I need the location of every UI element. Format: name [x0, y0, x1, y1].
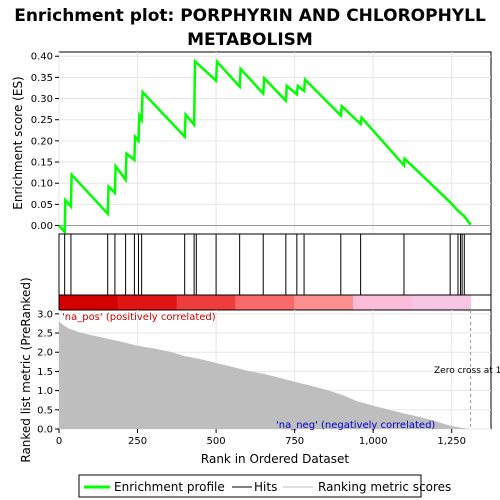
chart-legend: Enrichment profile Hits Ranking metric s…	[78, 474, 451, 498]
x-tick-label: 1,250	[437, 436, 466, 447]
legend-label-hits: Hits	[254, 480, 277, 494]
metric-y-tick-label: 2.5	[37, 329, 53, 340]
rank-color-segment	[176, 295, 236, 310]
x-tick-label: 0	[56, 436, 62, 447]
es-y-ticks: 0.00 0.05 0.10 0.15 0.20 0.25 0.30 0.35 0.40	[31, 52, 59, 232]
metric-y-tick-label: 1.0	[37, 386, 53, 397]
rank-color-segment	[411, 295, 472, 310]
legend-label-ranking-metric: Ranking metric scores	[318, 480, 451, 494]
hits-panel-frame	[58, 233, 492, 296]
neg-correlated-label: 'na_neg' (negatively correlated)	[276, 420, 435, 431]
zero-cross-label: Zero cross at 1310	[434, 366, 500, 376]
es-y-tick-label: 0.35	[31, 73, 53, 84]
es-y-axis-label: Enrichment score (ES)	[11, 76, 25, 209]
es-panel: 0.00 0.05 0.10 0.15 0.20 0.25 0.30 0.35 0.40 Enr…	[11, 51, 492, 236]
rank-color-segment	[352, 295, 413, 310]
enrichment-profile-line	[58, 58, 472, 236]
es-y-tick-label: 0.10	[31, 179, 53, 190]
metric-y-tick-label: 3.0	[37, 309, 53, 320]
rank-color-segment	[117, 295, 178, 310]
chart-title-line-2: METABOLISM	[187, 30, 313, 50]
metric-y-tick-label: 1.5	[37, 367, 53, 378]
es-y-tick-label: 0.00	[31, 221, 53, 232]
legend-label-enrichment-profile: Enrichment profile	[114, 480, 225, 494]
es-y-tick-label: 0.40	[31, 52, 53, 63]
x-axis-ticks: 0 250 500 750 1,000 1,250	[56, 429, 466, 447]
metric-y-axis-label: Ranked list metric (PreRanked)	[19, 277, 33, 462]
pos-correlated-label: 'na_pos' (positively correlated)	[62, 312, 216, 323]
metric-y-tick-label: 2.0	[37, 348, 53, 359]
hits-panel	[58, 233, 492, 311]
metric-y-ticks: 0.0 0.5 1.0 1.5 2.0 2.5 3.0	[37, 309, 59, 436]
rank-color-segment	[294, 295, 354, 310]
x-tick-label: 250	[128, 436, 147, 447]
es-y-tick-label: 0.30	[31, 94, 53, 105]
es-y-tick-label: 0.20	[31, 136, 53, 147]
x-tick-label: 1,000	[359, 436, 388, 447]
x-axis-label: Rank in Ordered Dataset	[201, 452, 349, 466]
rank-color-segment	[59, 295, 119, 310]
rank-color-segment	[235, 295, 295, 310]
metric-y-tick-label: 0.5	[37, 405, 53, 416]
hit-lines	[64, 234, 465, 295]
x-tick-label: 500	[207, 436, 226, 447]
es-y-tick-label: 0.25	[31, 115, 53, 126]
rank-color-bar	[58, 294, 492, 311]
ranking-metric-area	[59, 321, 471, 429]
metric-y-tick-label: 0.0	[37, 425, 53, 436]
legend-box	[78, 474, 422, 498]
x-tick-label: 750	[285, 436, 304, 447]
es-y-tick-label: 0.15	[31, 158, 53, 169]
chart-title-line-1: Enrichment plot: PORPHYRIN AND CHLOROPHY…	[14, 6, 486, 26]
metric-panel: 0.0 0.5 1.0 1.5 2.0 2.5 3.0 'na_pos' (positive…	[19, 277, 500, 462]
es-panel-frame	[58, 51, 492, 235]
es-y-tick-label: 0.05	[31, 200, 53, 211]
